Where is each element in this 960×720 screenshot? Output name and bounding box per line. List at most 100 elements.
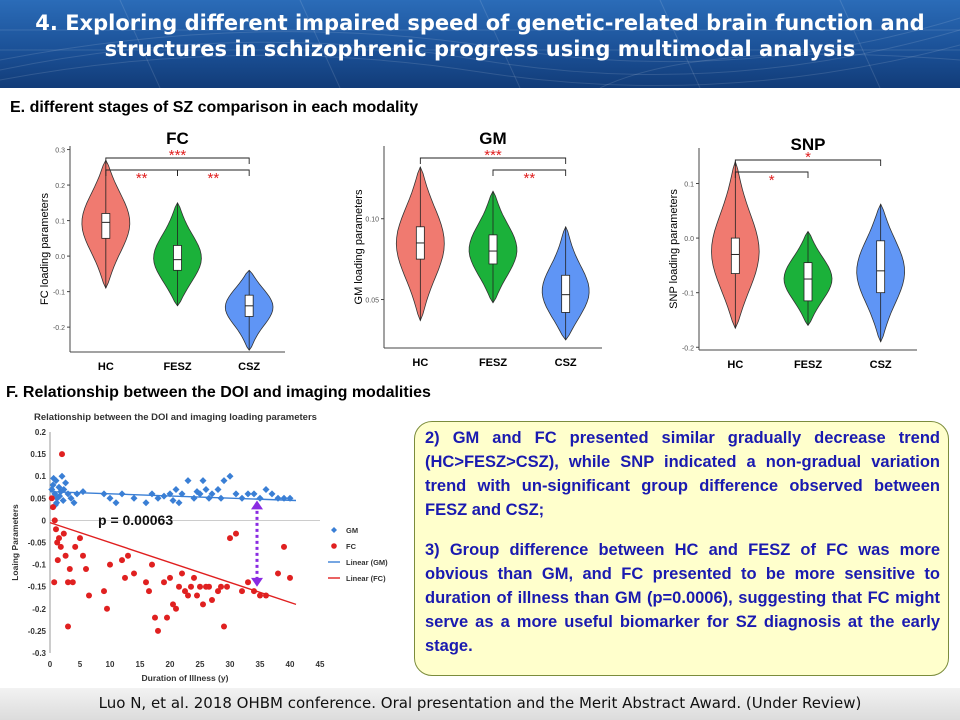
y-tick-label: 0.1 [55, 219, 65, 226]
fc-point [155, 627, 161, 634]
fc-point [176, 583, 182, 590]
fc-point [77, 535, 83, 542]
y-tick-label: -0.1 [53, 290, 65, 297]
gm-point [250, 490, 258, 498]
chart-title: FC [166, 129, 189, 148]
gm-point [256, 494, 264, 502]
fc-point [224, 583, 230, 590]
section-f-heading: F. Relationship between the DOI and imag… [6, 384, 431, 401]
gm-point [199, 477, 207, 485]
y-tick-label: 0.1 [35, 472, 47, 481]
x-tick-label: 10 [106, 660, 115, 669]
gm-point [73, 490, 81, 498]
gm-point [154, 494, 162, 502]
gm-point [217, 494, 225, 502]
fc-point [56, 535, 62, 542]
fc-point [209, 596, 215, 603]
y-axis-label: FC loading parameters [39, 193, 51, 305]
y-tick-label: 0.3 [55, 148, 65, 155]
x-tick-label: 5 [78, 660, 83, 669]
fc-point [257, 592, 263, 599]
y-tick-label: 0.0 [55, 254, 65, 261]
gm-point [268, 490, 276, 498]
gm-point [175, 499, 183, 507]
gm-point [190, 494, 198, 502]
gm-point [62, 479, 70, 487]
fc-point [122, 574, 128, 581]
fc-point [161, 579, 167, 586]
y-tick-label: 0.0 [684, 236, 694, 243]
legend-label: FC [346, 542, 357, 551]
legend-label: Linear (GM) [346, 558, 388, 567]
y-tick-label: -0.3 [32, 649, 46, 658]
significance-label: * [805, 149, 811, 166]
summary-paragraph-2: 2) GM and FC presented similar gradually… [425, 429, 940, 519]
fc-point [287, 574, 293, 581]
fc-point [251, 588, 257, 595]
x-tick-label: HC [727, 359, 743, 371]
x-tick-label: CSZ [870, 359, 892, 371]
significance-label: ** [523, 170, 535, 187]
fc-point [200, 601, 206, 608]
gm-point [64, 490, 72, 498]
doi-scatter-chart: Relationship between the DOI and imaging… [10, 412, 388, 683]
fc-point [119, 557, 125, 564]
gm-point [52, 477, 60, 485]
x-tick-label: 40 [286, 660, 295, 669]
fc-point [215, 588, 221, 595]
gm-point [178, 490, 186, 498]
y-tick-label: -0.25 [28, 627, 47, 636]
gm-point [184, 477, 192, 485]
gm-point [244, 490, 252, 498]
significance-label: *** [484, 147, 502, 164]
footer-bar: Luo N, et al. 2018 OHBM conference. Oral… [0, 688, 960, 720]
gm-point [172, 485, 180, 493]
y-tick-label: 0 [42, 516, 47, 525]
fc-point [54, 557, 61, 564]
y-tick-label: -0.2 [53, 325, 65, 332]
x-tick-label: HC [98, 361, 114, 373]
significance-bracket [734, 159, 882, 166]
doi-scatter-panel: Relationship between the DOI and imaging… [6, 408, 406, 686]
fc-point [245, 579, 251, 586]
y-tick-label: -0.05 [28, 539, 47, 548]
gm-point [56, 492, 64, 500]
slide-title-line-2: structures in schizophrenic progress usi… [104, 37, 856, 61]
gm-point [79, 488, 87, 496]
y-tick-label: -0.1 [32, 561, 46, 570]
banner-decoration [0, 0, 960, 88]
fc-point [239, 588, 245, 595]
gm-point [48, 485, 56, 493]
gm-point [274, 494, 282, 502]
box-fesz [803, 262, 813, 302]
y-tick-label: 0.15 [30, 450, 46, 459]
fc-point [167, 574, 173, 581]
fc-point [188, 583, 194, 590]
snp-violin-chart: SNP 0.1 0.0 -0.1 -0.2 SNP loading parameters H… [668, 135, 917, 371]
legend-label: Linear (FC) [346, 574, 386, 583]
gm-point [262, 485, 270, 493]
x-tick-label: CSZ [238, 361, 260, 373]
p-value-annotation: p = 0.00063 [98, 512, 173, 528]
fc-point [218, 583, 224, 590]
summary-paragraph-3: 3) Group difference between HC and FESZ … [425, 541, 940, 655]
y-axis-label: Loaing Parameters [10, 504, 20, 581]
gm-point [202, 485, 210, 493]
y-tick-label: -0.2 [32, 605, 46, 614]
gm-point [67, 494, 75, 502]
fc-point [263, 592, 269, 599]
box-hc [730, 237, 740, 274]
fc-point [131, 570, 137, 577]
fc-point [275, 570, 281, 577]
y-tick-label: 0.05 [365, 298, 379, 305]
significance-label: ** [207, 170, 219, 187]
fc-point [51, 579, 58, 586]
arrow-head-up [251, 500, 263, 510]
gm-point [214, 485, 222, 493]
fc-point [185, 592, 191, 599]
gm-violin-panel: GM 0.10 0.05 GM loading parameters HC FESZ CSZ… [340, 126, 610, 376]
citation: Luo N, et al. 2018 OHBM conference. Oral… [98, 694, 862, 712]
fc-point [194, 592, 200, 599]
gm-point [60, 485, 68, 493]
